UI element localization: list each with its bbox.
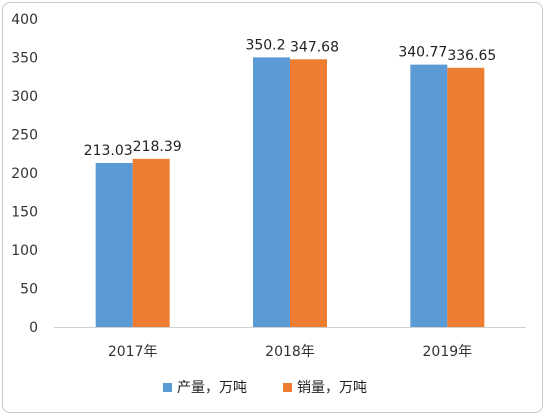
y-tick-label: 400 bbox=[11, 12, 38, 28]
y-tick-label: 50 bbox=[20, 282, 38, 298]
bars bbox=[95, 57, 485, 327]
data-label: 213.03 bbox=[84, 143, 133, 159]
x-tick-label: 2017年 bbox=[108, 344, 158, 360]
y-tick-label: 0 bbox=[29, 320, 38, 336]
y-tick-label: 300 bbox=[11, 89, 38, 105]
bar-sales-0 bbox=[132, 158, 170, 327]
y-tick-label: 350 bbox=[11, 51, 38, 67]
legend-swatch bbox=[283, 383, 292, 392]
bar-production-1 bbox=[253, 57, 290, 327]
data-label: 340.77 bbox=[398, 45, 447, 61]
legend: 产量，万吨 销量，万吨 bbox=[163, 380, 367, 396]
y-tick-label: 200 bbox=[11, 166, 38, 182]
data-label: 336.65 bbox=[447, 48, 496, 64]
bar-sales-1 bbox=[290, 59, 327, 327]
data-labels: 213.03 218.39 350.2 347.68 340.77 336.65 bbox=[84, 37, 497, 159]
bar-production-2 bbox=[410, 64, 448, 327]
x-tick-label: 2019年 bbox=[423, 344, 473, 360]
legend-label: 销量，万吨 bbox=[297, 380, 367, 396]
y-tick-label: 250 bbox=[11, 128, 38, 144]
legend-swatch bbox=[163, 383, 172, 392]
x-tick-label: 2018年 bbox=[265, 344, 315, 360]
data-label: 347.68 bbox=[290, 39, 339, 55]
data-label: 350.2 bbox=[245, 37, 285, 53]
bar-production-0 bbox=[95, 162, 133, 327]
x-axis: 2017年 2018年 2019年 bbox=[54, 327, 526, 360]
bar-sales-2 bbox=[447, 67, 485, 327]
data-label: 218.39 bbox=[133, 139, 182, 155]
y-tick-label: 150 bbox=[11, 205, 38, 221]
legend-label: 产量，万吨 bbox=[177, 380, 247, 396]
y-axis: 0 50 100 150 200 250 300 350 400 bbox=[11, 12, 38, 336]
y-tick-label: 100 bbox=[11, 243, 38, 259]
